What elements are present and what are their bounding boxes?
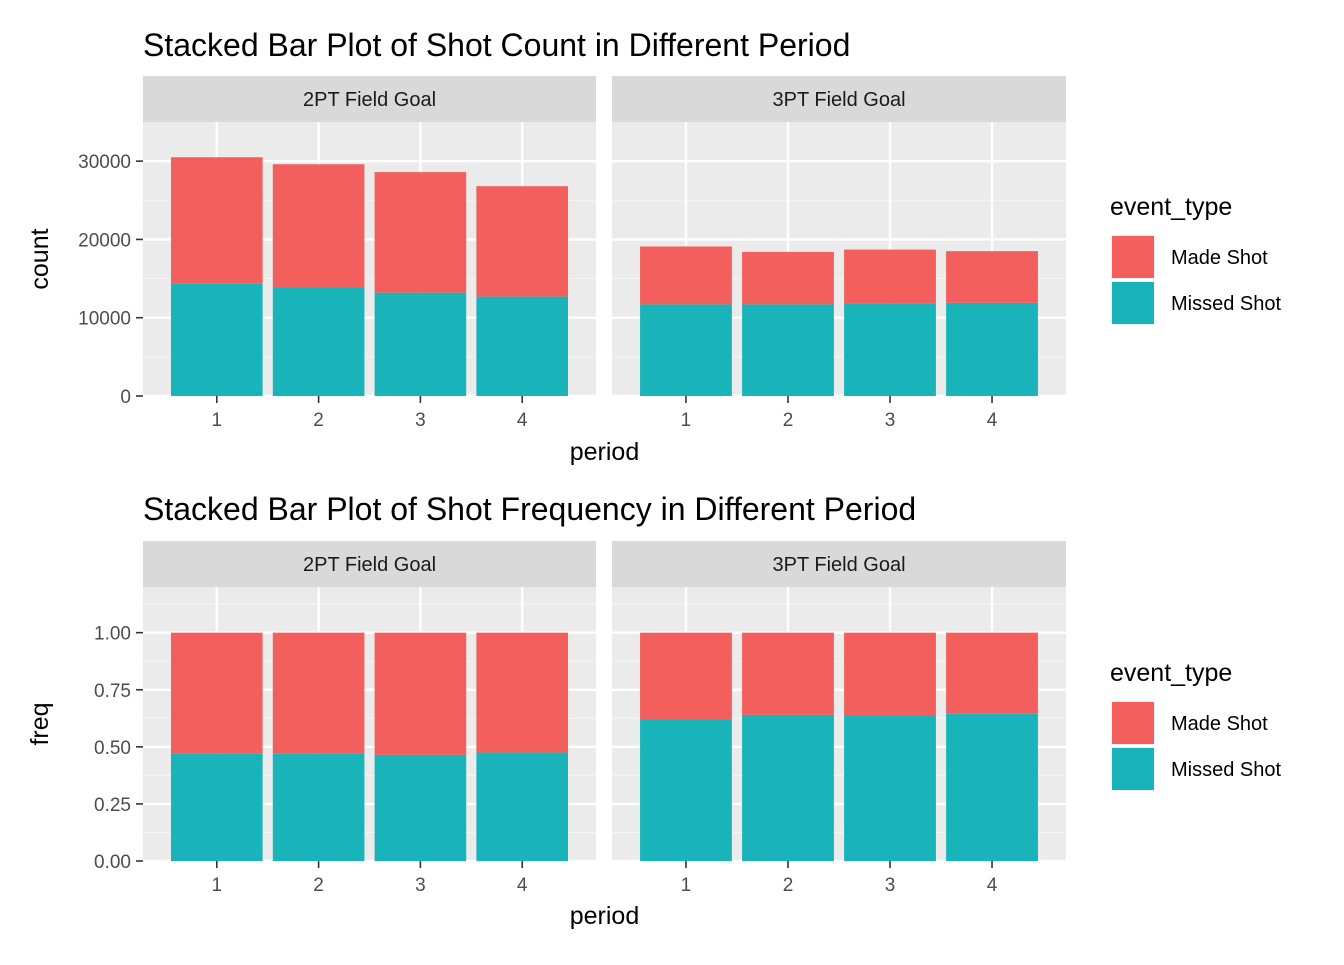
x-tick-label: 2 [783, 410, 794, 431]
bar-missed-shot [374, 292, 467, 396]
bar-missed-shot [374, 754, 467, 861]
legend-key-missed-shot [1112, 282, 1154, 324]
x-tick-label: 3 [885, 875, 896, 896]
facet-strip [143, 76, 596, 122]
y-tick-label: 0.00 [94, 852, 131, 873]
legend-title: event_type [1110, 659, 1232, 687]
bar-made-shot [742, 251, 834, 305]
legend-label: Missed Shot [1171, 293, 1281, 315]
legend-key-made-shot [1112, 702, 1154, 744]
bar-made-shot [844, 249, 936, 304]
x-tick-label: 3 [415, 875, 426, 896]
facet-strip-label: 2PT Field Goal [303, 554, 436, 576]
bar-missed-shot [844, 303, 936, 396]
x-tick-label: 1 [681, 410, 692, 431]
bar-missed-shot [170, 283, 263, 396]
bar-missed-shot [170, 753, 263, 861]
x-axis-title: period [570, 902, 640, 930]
bar-made-shot [742, 632, 834, 715]
bar-made-shot [476, 186, 569, 297]
y-tick-label: 0 [120, 387, 131, 408]
bar-made-shot [844, 632, 936, 717]
legend-title: event_type [1110, 193, 1232, 221]
facet-strip-label: 3PT Field Goal [772, 89, 905, 111]
x-tick-label: 1 [681, 875, 692, 896]
bar-made-shot [170, 157, 263, 284]
bar-missed-shot [640, 719, 732, 861]
facet-2: 3PT Field Goal 1 2 3 4 [612, 541, 1066, 896]
x-tick-label: 3 [415, 410, 426, 431]
bar-missed-shot [476, 296, 569, 396]
legend-key-missed-shot [1112, 748, 1154, 790]
x-axis-title: period [570, 438, 640, 466]
legend: event_type Made Shot Missed Shot [1110, 193, 1281, 325]
bar-made-shot [374, 172, 467, 293]
bar-made-shot [272, 632, 365, 754]
facet-strip [612, 76, 1066, 122]
bar-missed-shot [476, 752, 569, 861]
y-tick-label: 0.50 [94, 738, 131, 759]
y-tick-label: 30000 [78, 152, 131, 173]
x-tick-label: 4 [517, 410, 528, 431]
y-tick-label: 20000 [78, 230, 131, 251]
x-tick-label: 2 [313, 875, 324, 896]
facet-strip [612, 541, 1066, 587]
chart-2: Stacked Bar Plot of Shot Frequency in Di… [26, 491, 1281, 930]
facet-1: 2PT Field Goal 1 2 3 4 0.00 0.25 0.50 0.75 1.00 [94, 541, 596, 896]
bar-made-shot [640, 632, 732, 720]
x-tick-label: 4 [517, 875, 528, 896]
x-tick-label: 2 [313, 410, 324, 431]
facet-strip-label: 3PT Field Goal [772, 554, 905, 576]
y-tick-label: 0.75 [94, 681, 131, 702]
chart-title: Stacked Bar Plot of Shot Count in Differ… [143, 27, 850, 63]
legend-label: Made Shot [1171, 713, 1268, 735]
x-tick-label: 4 [987, 875, 998, 896]
x-tick-label: 1 [212, 410, 223, 431]
x-tick-label: 1 [212, 875, 223, 896]
bar-made-shot [170, 632, 263, 754]
y-axis-title: freq [26, 702, 54, 745]
bar-made-shot [272, 164, 365, 288]
bar-missed-shot [946, 302, 1038, 396]
bar-missed-shot [946, 713, 1038, 861]
bar-missed-shot [742, 304, 834, 396]
bar-missed-shot [742, 714, 834, 861]
chart-1: Stacked Bar Plot of Shot Count in Differ… [26, 27, 1281, 466]
facet-2: 3PT Field Goal 1 2 3 4 [612, 76, 1066, 431]
x-tick-label: 4 [987, 410, 998, 431]
legend-label: Made Shot [1171, 247, 1268, 269]
y-tick-label: 10000 [78, 309, 131, 330]
bar-made-shot [946, 251, 1038, 303]
bar-made-shot [476, 632, 569, 753]
bar-missed-shot [640, 304, 732, 396]
y-tick-label: 1.00 [94, 624, 131, 645]
bar-missed-shot [272, 287, 365, 396]
x-tick-label: 2 [783, 875, 794, 896]
facet-strip-label: 2PT Field Goal [303, 89, 436, 111]
y-axis-title: count [26, 228, 54, 289]
y-tick-label: 0.25 [94, 795, 131, 816]
facet-strip [143, 541, 596, 587]
bar-made-shot [946, 632, 1038, 714]
legend: event_type Made Shot Missed Shot [1110, 659, 1281, 791]
bar-missed-shot [844, 716, 936, 861]
x-tick-label: 3 [885, 410, 896, 431]
chart-title: Stacked Bar Plot of Shot Frequency in Di… [143, 491, 916, 527]
bar-made-shot [374, 632, 467, 755]
legend-label: Missed Shot [1171, 759, 1281, 781]
bar-missed-shot [272, 753, 365, 861]
facet-1: 2PT Field Goal 1 2 3 4 0 10000 20000 30000 [78, 76, 596, 431]
bar-made-shot [640, 246, 732, 305]
legend-key-made-shot [1112, 236, 1154, 278]
